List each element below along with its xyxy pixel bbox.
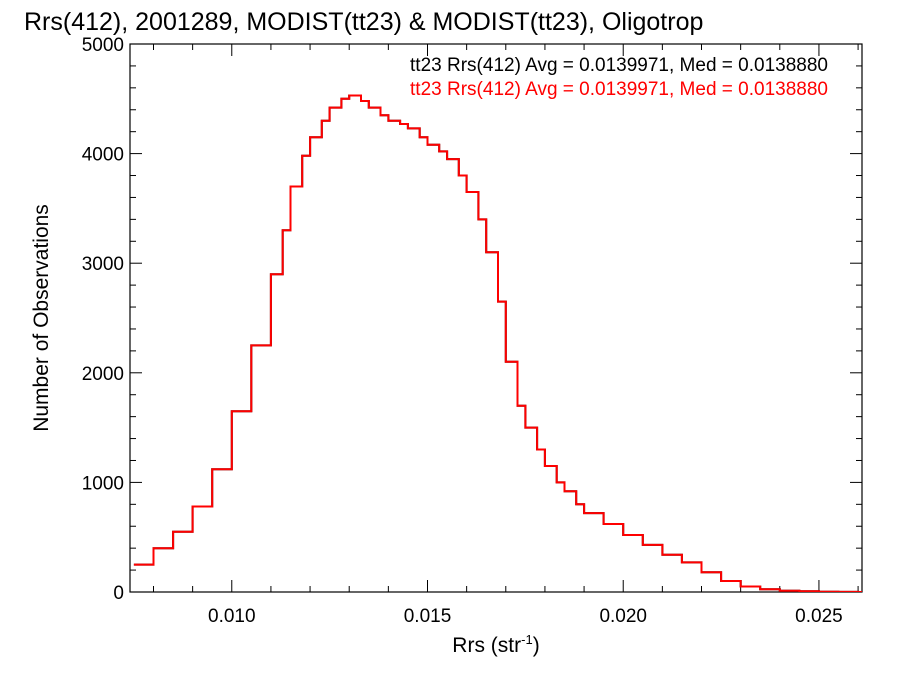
tick-labels: 0.010 0.015 0.020 0.025 0 1000 2000 3000 4000 500… [82, 35, 843, 627]
x-tick-label: 0.025 [795, 606, 843, 627]
chart-title: Rrs(412), 2001289, MODIST(tt23) & MODIST… [24, 8, 703, 36]
x-axis-label-main: Rrs (str [452, 634, 521, 657]
x-tick-label: 0.015 [404, 606, 452, 627]
series-group [133, 94, 862, 592]
axis-ticks [130, 43, 862, 593]
histogram-series-2 [133, 94, 862, 592]
legend-entry-red: tt23 Rrs(412) Avg = 0.0139971, Med = 0.0… [410, 79, 828, 100]
x-axis-label-superscript: -1 [521, 632, 533, 647]
y-tick-label: 1000 [82, 473, 124, 494]
histogram-series-1 [133, 94, 862, 592]
legend-entry-black: tt23 Rrs(412) Avg = 0.0139971, Med = 0.0… [410, 55, 828, 76]
x-axis-label: Rrs (str-1) [452, 632, 539, 657]
x-axis-label-end: ) [533, 634, 540, 657]
y-tick-label: 4000 [82, 145, 124, 166]
y-tick-label: 0 [113, 583, 124, 604]
y-tick-label: 3000 [82, 254, 124, 275]
x-tick-label: 0.010 [208, 606, 256, 627]
x-tick-label: 0.020 [599, 606, 647, 627]
plot-frame [129, 43, 863, 593]
y-axis-label: Number of Observations [30, 204, 53, 432]
y-tick-label: 2000 [82, 364, 124, 385]
y-tick-label: 5000 [82, 35, 124, 56]
